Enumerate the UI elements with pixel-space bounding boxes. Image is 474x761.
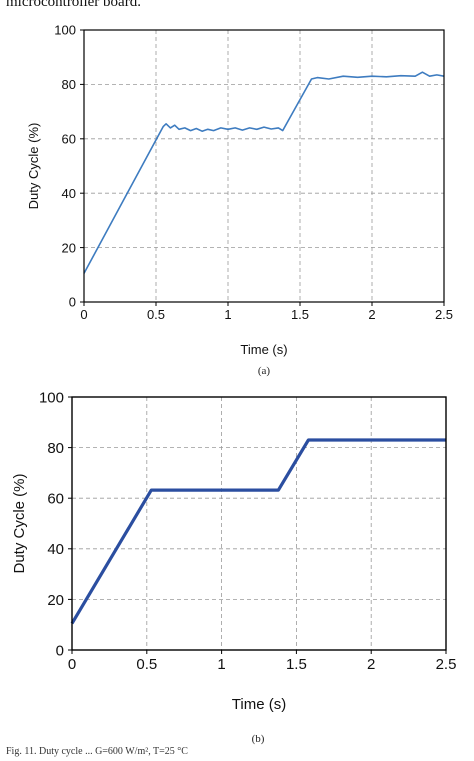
chart-a: (a) 0 0.5 1 1.5 2 2.5 0 20 40 60 80 100 Time (s) Duty… bbox=[26, 23, 453, 377]
chart-0-x-tick-label: 2 bbox=[368, 307, 375, 322]
chart-0-y-axis-label: Duty Cycle (%) bbox=[26, 123, 41, 210]
chart-b: (b) 0 0.5 1 1.5 2 2.5 0 20 40 60 80 100 Time (s) Duty… bbox=[11, 389, 457, 745]
chart-1-series-line-0 bbox=[70, 438, 446, 625]
chart-1-x-tick-label: 2 bbox=[367, 656, 375, 673]
chart-1-y-tick-label: 100 bbox=[39, 389, 64, 406]
chart-0-x-tick-label: 1 bbox=[224, 307, 231, 322]
chart-1-plot-frame bbox=[71, 396, 447, 651]
header-text: microcontroller board. bbox=[6, 0, 141, 10]
chart-0-y-tick-label: 100 bbox=[54, 23, 76, 38]
chart-1-y-axis-label: Duty Cycle (%) bbox=[11, 473, 28, 573]
chart-0-grid bbox=[84, 30, 444, 302]
panel-label-a: (a) bbox=[258, 365, 271, 377]
panel-label-b: (b) bbox=[252, 733, 265, 745]
chart-0-y-tick-label: 20 bbox=[62, 240, 76, 255]
chart-1-y-tick-label: 80 bbox=[47, 440, 64, 457]
chart-0-y-tick-label: 80 bbox=[62, 77, 76, 92]
chart-0-x-tick-label: 2.5 bbox=[435, 307, 453, 322]
chart-1-grid bbox=[72, 397, 446, 650]
chart-0-x-tick-label: 1.5 bbox=[291, 307, 309, 322]
chart-0-series-line-0 bbox=[83, 71, 445, 274]
chart-0-plot-frame bbox=[83, 29, 445, 303]
chart-0-y-tick-label: 0 bbox=[69, 295, 76, 310]
chart-1-x-tick-label: 0.5 bbox=[136, 656, 157, 673]
chart-1-y-tick-label: 0 bbox=[56, 642, 64, 659]
chart-1-x-axis-label: Time (s) bbox=[232, 696, 286, 713]
chart-1-y-tick-label: 20 bbox=[47, 592, 64, 609]
chart-1-x-tick-label: 1.5 bbox=[286, 656, 307, 673]
chart-1-y-tick-label: 40 bbox=[47, 541, 64, 558]
chart-1-x-tick-label: 1 bbox=[217, 656, 225, 673]
chart-1-x-tick-label: 2.5 bbox=[436, 656, 457, 673]
chart-0-x-tick-label: 0.5 bbox=[147, 307, 165, 322]
chart-0-y-tick-label: 60 bbox=[62, 131, 76, 146]
chart-0-x-axis-label: Time (s) bbox=[240, 342, 287, 357]
chart-0-y-tick-label: 40 bbox=[62, 186, 76, 201]
chart-0-x-tick-label: 0 bbox=[80, 307, 87, 322]
figure-caption: Fig. 11. Duty cycle ... G=600 W/m², T=25… bbox=[6, 746, 188, 757]
chart-1-y-tick-label: 60 bbox=[47, 491, 64, 508]
chart-1-x-tick-label: 0 bbox=[68, 656, 76, 673]
